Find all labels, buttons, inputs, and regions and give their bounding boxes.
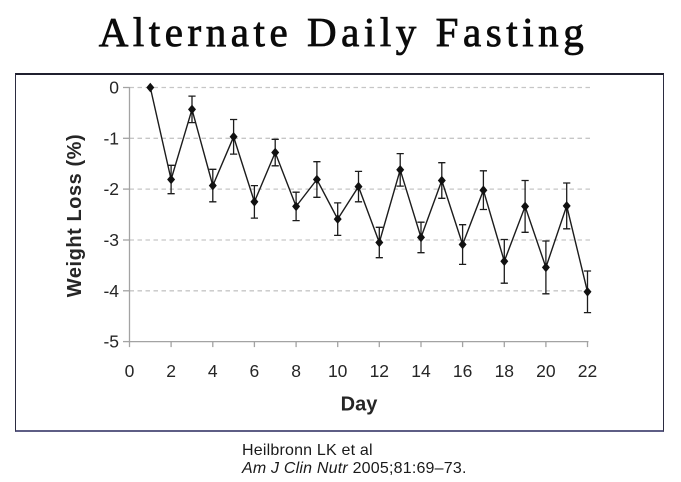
svg-text:14: 14: [411, 361, 431, 381]
svg-text:2: 2: [166, 361, 176, 381]
svg-text:Day: Day: [341, 394, 379, 416]
svg-text:22: 22: [578, 361, 597, 381]
svg-text:12: 12: [370, 361, 389, 381]
svg-text:-3: -3: [103, 230, 119, 250]
svg-text:16: 16: [453, 361, 472, 381]
svg-text:8: 8: [291, 361, 301, 381]
svg-text:18: 18: [495, 361, 514, 381]
svg-text:0: 0: [109, 78, 119, 98]
svg-text:-4: -4: [103, 281, 119, 301]
svg-text:20: 20: [536, 361, 556, 381]
svg-text:-1: -1: [103, 128, 119, 148]
svg-text:10: 10: [328, 361, 348, 381]
svg-text:Weight Loss (%): Weight Loss (%): [64, 134, 86, 297]
svg-text:4: 4: [208, 361, 218, 381]
svg-text:-2: -2: [103, 179, 119, 199]
svg-text:-5: -5: [103, 332, 119, 352]
svg-text:6: 6: [250, 361, 260, 381]
svg-text:0: 0: [125, 361, 135, 381]
